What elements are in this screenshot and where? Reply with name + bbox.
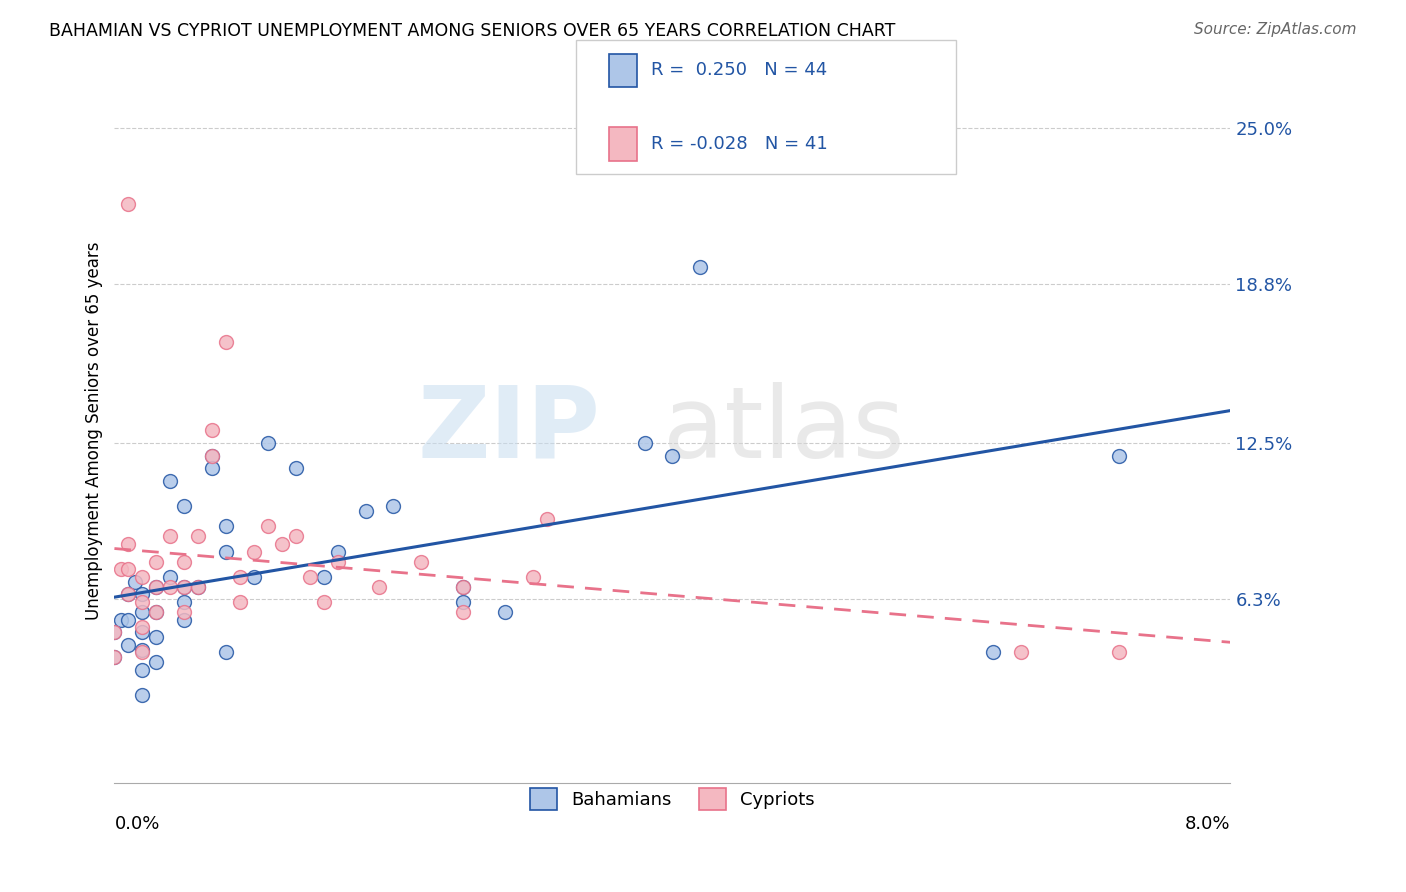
Point: [117, 537, 139, 551]
Point: [1108, 449, 1130, 463]
Point: [145, 580, 167, 594]
Point: [145, 605, 167, 619]
Point: [215, 335, 238, 350]
Point: [187, 580, 209, 594]
Point: [284, 529, 307, 543]
Point: [1010, 645, 1032, 659]
Point: [131, 663, 153, 677]
Point: [229, 570, 252, 584]
Point: [382, 499, 405, 513]
Point: [981, 645, 1004, 659]
Point: [103, 650, 125, 665]
Point: [312, 570, 335, 584]
Point: [110, 613, 132, 627]
Point: [354, 504, 377, 518]
Point: [117, 638, 139, 652]
Point: [103, 650, 125, 665]
Point: [173, 613, 195, 627]
Point: [117, 587, 139, 601]
Point: [187, 580, 209, 594]
Point: [159, 529, 181, 543]
Text: BAHAMIAN VS CYPRIOT UNEMPLOYMENT AMONG SENIORS OVER 65 YEARS CORRELATION CHART: BAHAMIAN VS CYPRIOT UNEMPLOYMENT AMONG S…: [49, 22, 896, 40]
Point: [131, 570, 153, 584]
Point: [451, 580, 474, 594]
Text: R = -0.028   N = 41: R = -0.028 N = 41: [651, 135, 828, 153]
Point: [451, 605, 474, 619]
Point: [173, 580, 195, 594]
Point: [270, 537, 292, 551]
Legend: Bahamians, Cypriots: Bahamians, Cypriots: [523, 780, 823, 817]
Point: [243, 570, 266, 584]
Point: [103, 625, 125, 640]
Point: [173, 555, 195, 569]
Point: [451, 580, 474, 594]
Point: [110, 562, 132, 576]
Point: [173, 580, 195, 594]
Point: [145, 630, 167, 644]
Y-axis label: Unemployment Among Seniors over 65 years: Unemployment Among Seniors over 65 years: [86, 241, 103, 620]
Point: [145, 580, 167, 594]
Point: [131, 620, 153, 634]
Point: [131, 595, 153, 609]
Point: [229, 595, 252, 609]
Point: [131, 643, 153, 657]
Point: [1108, 645, 1130, 659]
Point: [117, 587, 139, 601]
Point: [257, 436, 280, 450]
Text: 8.0%: 8.0%: [1185, 815, 1230, 833]
Point: [117, 613, 139, 627]
Point: [243, 544, 266, 558]
Point: [257, 519, 280, 533]
Point: [284, 461, 307, 475]
Point: [131, 688, 153, 702]
Point: [173, 499, 195, 513]
Point: [131, 587, 153, 601]
Point: [201, 424, 224, 438]
Text: atlas: atlas: [664, 382, 905, 479]
Point: [411, 555, 433, 569]
Point: [187, 529, 209, 543]
Point: [201, 449, 224, 463]
Point: [536, 512, 558, 526]
Point: [522, 570, 544, 584]
Point: [131, 605, 153, 619]
Point: [215, 519, 238, 533]
Text: R =  0.250   N = 44: R = 0.250 N = 44: [651, 62, 827, 79]
Point: [131, 625, 153, 640]
Point: [215, 544, 238, 558]
Point: [173, 605, 195, 619]
Point: [124, 574, 146, 589]
Point: [368, 580, 391, 594]
Point: [661, 449, 683, 463]
Point: [145, 555, 167, 569]
Point: [117, 196, 139, 211]
Text: ZIP: ZIP: [418, 382, 600, 479]
Point: [159, 474, 181, 488]
Point: [131, 645, 153, 659]
Point: [326, 555, 349, 569]
Point: [159, 580, 181, 594]
Point: [451, 595, 474, 609]
Point: [215, 645, 238, 659]
Point: [159, 570, 181, 584]
Point: [494, 605, 516, 619]
Point: [145, 656, 167, 670]
Point: [633, 436, 655, 450]
Point: [201, 449, 224, 463]
Point: [201, 461, 224, 475]
Point: [326, 544, 349, 558]
Point: [103, 625, 125, 640]
Point: [298, 570, 321, 584]
Point: [689, 260, 711, 274]
Text: Source: ZipAtlas.com: Source: ZipAtlas.com: [1194, 22, 1357, 37]
Text: 0.0%: 0.0%: [114, 815, 160, 833]
Point: [117, 562, 139, 576]
Point: [145, 605, 167, 619]
Point: [312, 595, 335, 609]
Point: [173, 595, 195, 609]
